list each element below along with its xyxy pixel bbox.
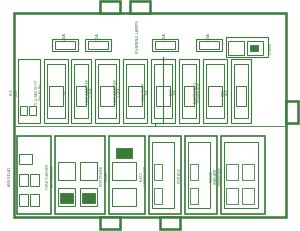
Bar	[82, 193, 95, 203]
Text: REMOTE
HEADLAMP
POWER BOX: REMOTE HEADLAMP POWER BOX	[209, 166, 223, 184]
Bar	[152, 40, 178, 52]
Bar	[228, 42, 244, 56]
Bar	[19, 154, 32, 164]
Bar	[179, 60, 199, 123]
Text: RUNNING LAMPS: RUNNING LAMPS	[136, 21, 140, 53]
Bar	[221, 137, 265, 214]
Bar	[185, 137, 217, 214]
Bar	[98, 65, 116, 119]
Bar	[126, 65, 144, 119]
Bar	[100, 217, 120, 229]
Text: T1 & FAN SHIFT
Fan AC Rly: T1 & FAN SHIFT Fan AC Rly	[35, 79, 43, 104]
Text: 10A: 10A	[163, 32, 167, 40]
Bar	[154, 188, 162, 204]
Bar	[206, 65, 224, 119]
Text: EGR
30A: EGR 30A	[170, 88, 178, 95]
Bar	[190, 164, 198, 180]
Bar	[44, 60, 68, 123]
Bar	[71, 60, 91, 123]
Bar	[199, 42, 219, 50]
Bar	[19, 174, 28, 186]
Bar	[29, 106, 36, 116]
Bar	[154, 65, 172, 119]
Bar	[154, 164, 162, 180]
Text: FUS
BOX: FUS BOX	[10, 88, 18, 95]
Bar	[155, 42, 175, 50]
Bar	[234, 65, 248, 119]
Bar	[190, 188, 198, 204]
Text: ELECT.
DRIVER BOX: ELECT. DRIVER BOX	[140, 165, 148, 185]
Bar	[224, 142, 258, 208]
Bar	[55, 137, 105, 214]
Bar	[188, 142, 210, 208]
Bar	[184, 87, 194, 106]
Bar	[52, 40, 78, 52]
Bar	[58, 162, 75, 180]
Bar	[100, 87, 114, 106]
Bar	[151, 60, 175, 123]
Bar	[226, 188, 238, 204]
Text: FUEL PUMP
30A: FUEL PUMP 30A	[142, 82, 150, 101]
Bar	[109, 137, 145, 214]
Bar	[286, 102, 298, 123]
Bar	[85, 40, 111, 52]
Bar	[80, 188, 97, 206]
Bar	[116, 148, 132, 158]
Text: PCM POWER
RELAY: PCM POWER RELAY	[100, 165, 108, 185]
Text: FUSE ADAPTER
2 40A: FUSE ADAPTER 2 40A	[114, 79, 122, 104]
Bar	[242, 164, 254, 180]
Bar	[76, 87, 86, 106]
Text: 30F: 30F	[64, 88, 68, 95]
Bar	[100, 2, 120, 14]
Bar	[123, 60, 147, 123]
Text: ABS RELAY: ABS RELAY	[8, 166, 12, 185]
Bar	[88, 42, 108, 50]
Text: ELECTRONICS
POWER BOX: ELECTRONICS POWER BOX	[194, 80, 202, 103]
Text: PWR
AUX: PWR AUX	[222, 88, 230, 95]
Bar	[242, 188, 254, 204]
Bar	[80, 162, 97, 180]
Bar	[226, 164, 238, 180]
Bar	[55, 42, 75, 50]
Bar	[203, 60, 227, 123]
Bar	[60, 193, 73, 203]
Bar	[19, 194, 28, 206]
Bar	[30, 194, 39, 206]
Bar	[47, 65, 65, 119]
Text: FORD FLASHER
SUPPRESSOR: FORD FLASHER SUPPRESSOR	[46, 163, 54, 188]
Bar	[17, 137, 51, 214]
Bar	[14, 14, 286, 217]
Bar	[58, 188, 75, 206]
Bar	[130, 2, 150, 14]
Text: DOME: DOME	[269, 42, 273, 54]
Text: PCM BOX: PCM BOX	[178, 168, 182, 182]
Text: 20A: 20A	[63, 32, 67, 40]
Text: FUSE ADAPTER
1 40A: FUSE ADAPTER 1 40A	[86, 79, 94, 104]
Bar	[182, 65, 196, 119]
Bar	[30, 174, 39, 186]
Bar	[196, 40, 222, 52]
Bar	[250, 46, 258, 52]
Bar	[128, 87, 142, 106]
Bar	[236, 87, 246, 106]
Bar	[231, 60, 251, 123]
Bar	[149, 137, 181, 214]
Bar	[74, 65, 88, 119]
Bar	[247, 42, 263, 56]
Bar	[160, 217, 180, 229]
Bar	[49, 87, 63, 106]
Bar	[20, 106, 27, 116]
Bar	[18, 60, 40, 123]
Bar	[226, 38, 268, 58]
Bar	[112, 162, 136, 180]
Bar	[208, 87, 222, 106]
Text: 10A: 10A	[96, 32, 100, 40]
Bar	[112, 188, 136, 206]
Bar	[152, 142, 174, 208]
Bar	[95, 60, 119, 123]
Bar	[156, 87, 170, 106]
Text: 10A: 10A	[207, 32, 211, 40]
